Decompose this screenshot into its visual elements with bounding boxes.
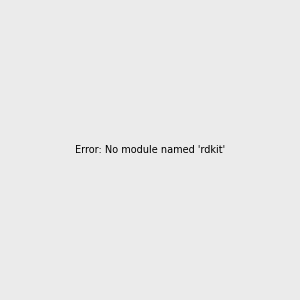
Text: Error: No module named 'rdkit': Error: No module named 'rdkit': [75, 145, 225, 155]
